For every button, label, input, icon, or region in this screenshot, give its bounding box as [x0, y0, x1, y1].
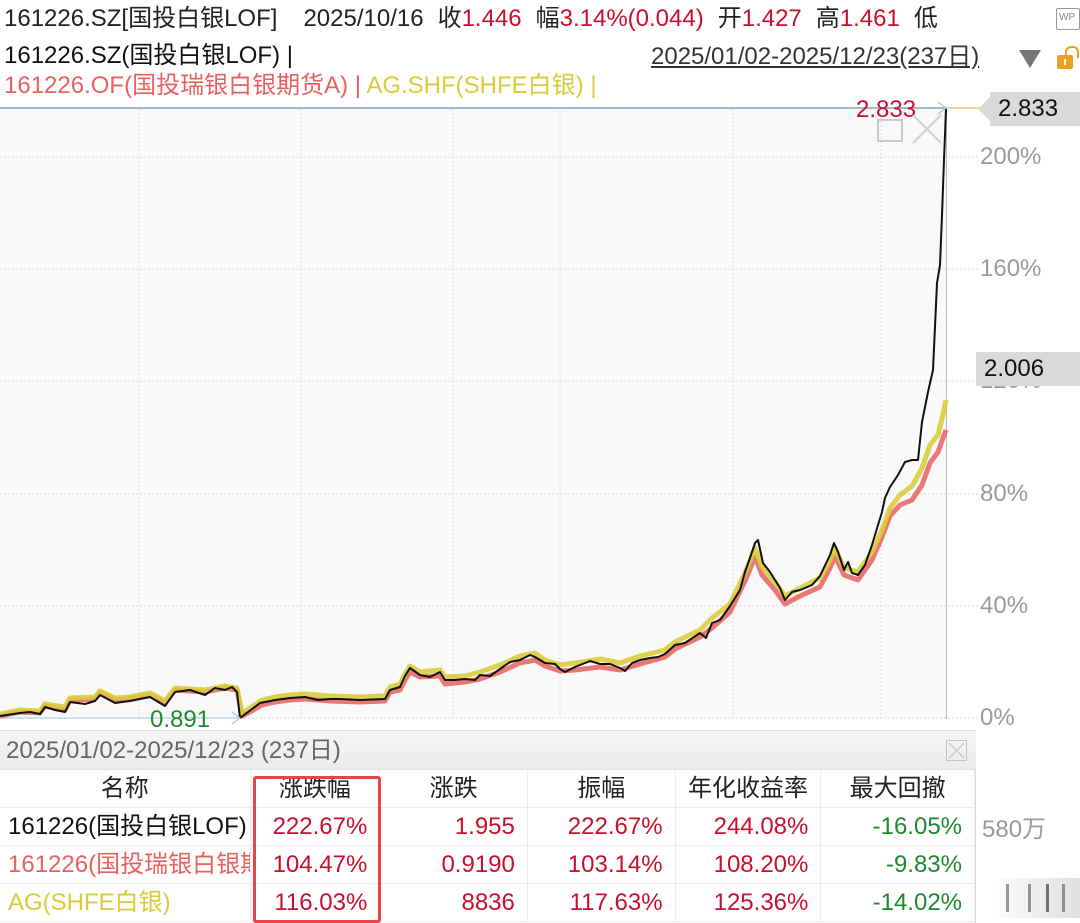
row-chg: 1.955 — [379, 807, 528, 846]
row-pct: 222.67% — [250, 807, 381, 846]
row-annual: 244.08% — [675, 807, 822, 846]
table-row[interactable]: 161226(国投白银LOF) 222.67% 1.955 222.67% 24… — [0, 807, 975, 846]
y-tick-160: 160% — [980, 255, 1042, 282]
col-max-drawdown[interactable]: 最大回撤 — [820, 770, 975, 808]
change-label: 幅 — [535, 5, 560, 32]
change-value: 3.14%(0.044) — [559, 5, 704, 32]
grid-horizontal — [0, 156, 980, 719]
legend-series-3[interactable]: AG.SHF(SHFE白银) | — [366, 72, 597, 99]
row-amp: 103.14% — [527, 845, 676, 884]
grid-vertical — [138, 109, 882, 718]
min-value-label: 0.891 — [150, 706, 211, 733]
row-name: AG(SHFE白银) — [0, 883, 251, 922]
date-range-selector[interactable]: 2025/01/02-2025/12/23(237日) — [651, 43, 980, 70]
price-tag-top: 2.833 — [978, 92, 1080, 126]
triangle-down-icon[interactable] — [1019, 50, 1041, 68]
row-mdd: -16.05% — [820, 807, 975, 846]
chart-right-border — [946, 107, 947, 719]
series-1-line — [0, 108, 947, 719]
legend-series-1[interactable]: 161226.SZ(国投白银LOF) | — [4, 42, 293, 69]
close-value: 1.446 — [461, 5, 522, 32]
y-tick-200: 200% — [980, 143, 1042, 170]
col-annual-return[interactable]: 年化收益率 — [675, 770, 822, 808]
row-chg: 8836 — [379, 883, 528, 922]
close-icon[interactable] — [910, 112, 944, 146]
close-label: 收 — [437, 5, 462, 32]
high-value: 1.461 — [839, 5, 900, 32]
row-amp: 117.63% — [527, 883, 676, 922]
row-amp: 222.67% — [527, 807, 676, 846]
legend-row-2: 161226.OF(国投瑞银白银期货A) | AG.SHF(SHFE白银) | — [4, 71, 597, 101]
legend-series-2[interactable]: 161226.OF(国投瑞银白银期货A) | — [4, 72, 361, 99]
interval-stats-panel: 2025/01/02-2025/12/23 (237日) 名称 涨跌幅 涨跌 振… — [0, 730, 976, 923]
col-name[interactable]: 名称 — [0, 770, 251, 808]
wp-monitor-icon[interactable]: WP — [1056, 8, 1080, 30]
watermark-overlay — [988, 878, 1080, 918]
line-chart — [0, 101, 980, 725]
quote-bar: 161226.SZ[国投白银LOF] 2025/10/16 收1.446 幅3.14%… — [0, 0, 1080, 38]
row-annual: 125.36% — [675, 883, 822, 922]
row-name: 161226(国投瑞银白银期货A) — [0, 845, 251, 884]
panel-title: 2025/01/02-2025/12/23 (237日) — [6, 737, 341, 764]
y-tick-80: 80% — [980, 480, 1029, 507]
maximize-icon[interactable] — [877, 119, 903, 142]
row-mdd: -14.02% — [820, 883, 975, 922]
close-box-icon[interactable] — [946, 740, 967, 761]
max-marker-arrow — [937, 101, 947, 115]
low-label: 低 — [913, 5, 938, 32]
max-value-label: 2.833 — [856, 96, 917, 123]
price-tag-mid: 2.006 — [976, 352, 1080, 386]
row-chg: 0.9190 — [379, 845, 528, 884]
row-pct: 104.47% — [250, 845, 381, 884]
table-row[interactable]: 161226(国投瑞银白银期货A) 104.47% 0.9190 103.14%… — [0, 845, 975, 884]
row-pct: 116.03% — [250, 883, 381, 922]
quote-symbol: 161226.SZ[国投白银LOF] — [4, 5, 278, 32]
unlock-icon[interactable] — [1057, 46, 1079, 69]
quote-date: 2025/10/16 — [303, 5, 424, 32]
col-amplitude[interactable]: 振幅 — [527, 770, 676, 808]
row-mdd: -9.83% — [820, 845, 975, 884]
table-header-row: 名称 涨跌幅 涨跌 振幅 年化收益率 最大回撤 — [0, 770, 975, 808]
chart-plot-area[interactable] — [0, 107, 946, 719]
table-row[interactable]: AG(SHFE白银) 116.03% 8836 117.63% 125.36% … — [0, 883, 975, 922]
col-pct-change[interactable]: 涨跌幅 — [250, 770, 381, 808]
min-marker-arrow — [231, 711, 241, 725]
panel-header: 2025/01/02-2025/12/23 (237日) — [0, 730, 976, 770]
row-annual: 108.20% — [675, 845, 822, 884]
stats-table: 名称 涨跌幅 涨跌 振幅 年化收益率 最大回撤 161226(国投白银LOF) … — [0, 770, 975, 922]
row-name: 161226(国投白银LOF) — [0, 807, 251, 846]
y-tick-40: 40% — [980, 592, 1029, 619]
col-change[interactable]: 涨跌 — [379, 770, 528, 808]
high-label: 高 — [815, 5, 840, 32]
open-label: 开 — [717, 5, 742, 32]
series-3-line — [0, 399, 949, 717]
volume-axis-label: 580万 — [982, 816, 1047, 843]
open-value: 1.427 — [741, 5, 802, 32]
y-tick-0: 0% — [980, 704, 1015, 731]
